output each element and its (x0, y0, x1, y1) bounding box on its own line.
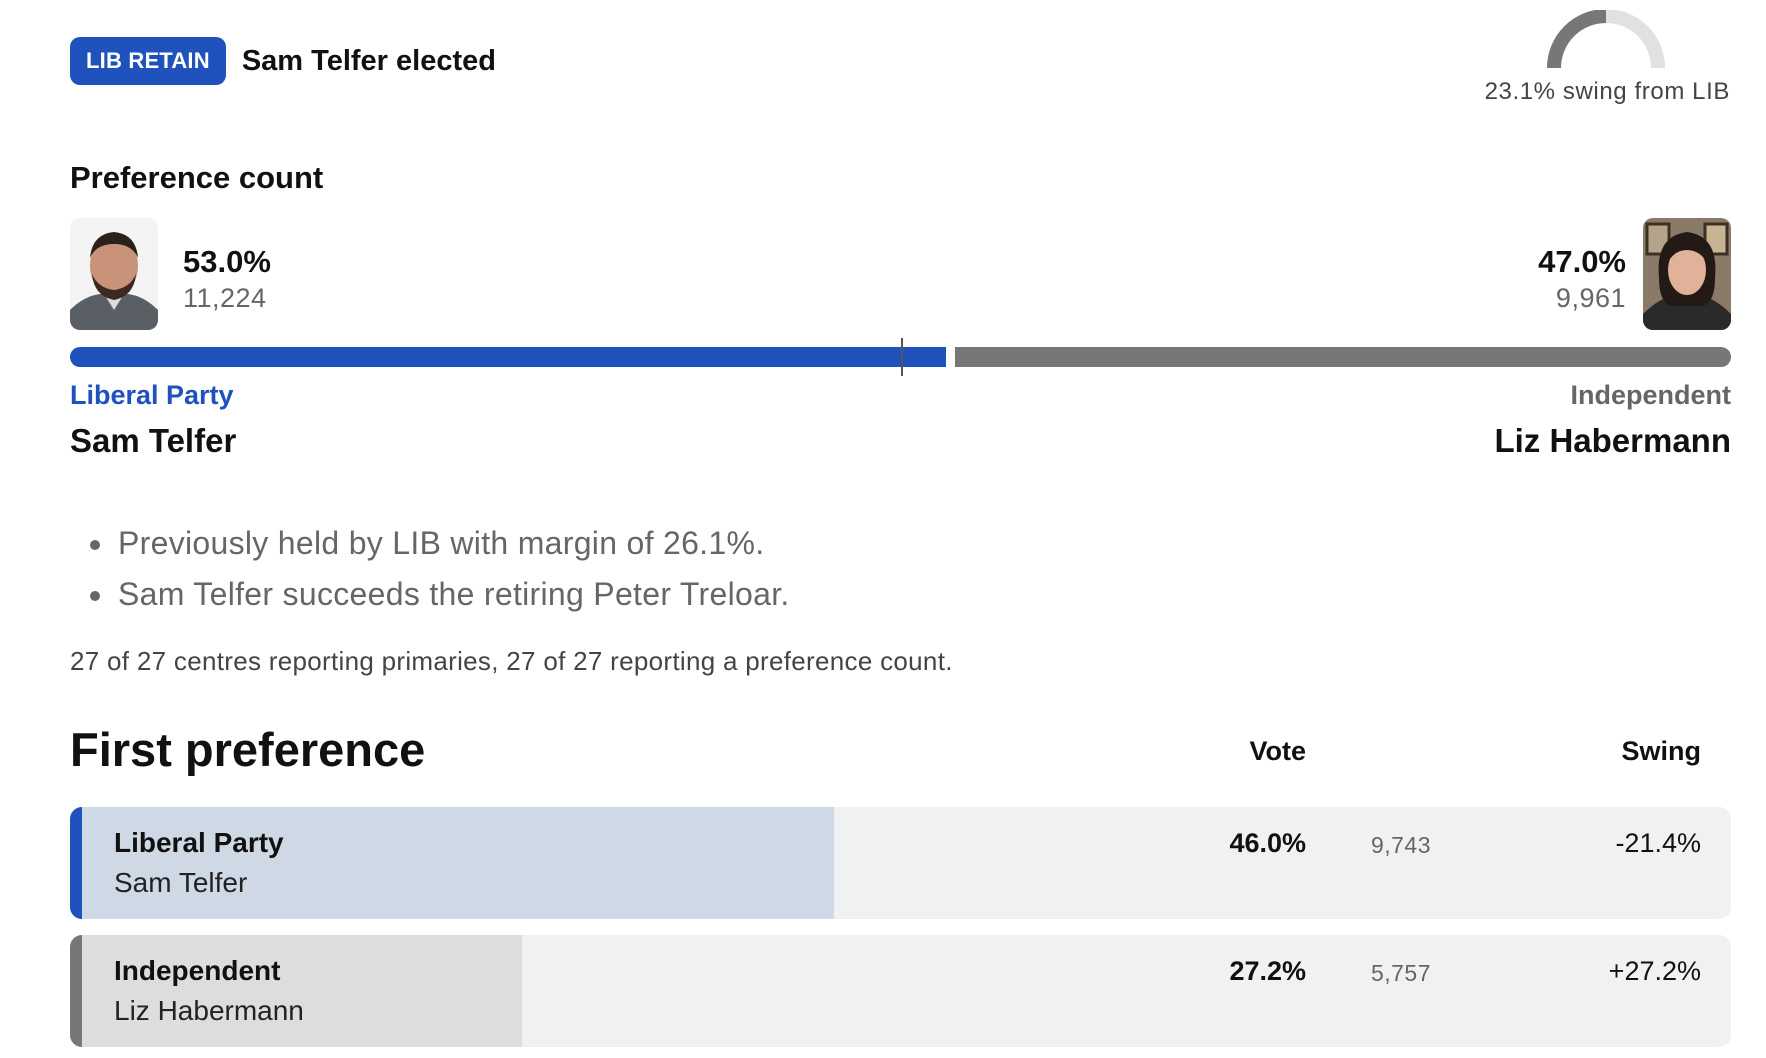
preference-count-heading: Preference count (70, 160, 324, 195)
first-preference-heading: First preference (70, 723, 426, 776)
vote-share-fill (70, 807, 835, 919)
first-preference-row: Liberal Party Sam Telfer 46.0% 9,743 -21… (70, 807, 1731, 919)
swing-gauge-icon (1547, 10, 1665, 69)
preference-votes-left: 11,224 (183, 283, 267, 313)
first-preference-row: Independent Liz Habermann 27.2% 5,757 +2… (70, 935, 1731, 1047)
seat-notes: Previously held by LIB with margin of 26… (90, 518, 790, 620)
elected-text: Sam Telfer elected (241, 44, 496, 77)
preference-bar-left (70, 347, 946, 367)
preference-name-left: Sam Telfer (70, 422, 237, 459)
majority-marker (901, 338, 903, 376)
bullet-icon (90, 591, 100, 601)
preference-name-right: Liz Habermann (1494, 422, 1731, 459)
column-header-vote: Vote (1249, 736, 1306, 766)
reporting-status: 27 of 27 centres reporting primaries, 27… (70, 646, 953, 676)
candidate-name: Sam Telfer (114, 867, 248, 898)
vote-share-fill (70, 935, 522, 1047)
swing-text: 23.1% swing from LIB (1484, 78, 1730, 105)
party-color-accent (70, 935, 82, 1047)
preference-bar (70, 338, 1731, 376)
result-header: LIB RETAIN Sam Telfer elected (70, 37, 496, 85)
bullet-icon (90, 540, 100, 550)
candidate-party: Liberal Party (114, 827, 284, 858)
seat-note: Sam Telfer succeeds the retiring Peter T… (90, 569, 790, 620)
candidate-name: Liz Habermann (114, 995, 304, 1026)
party-color-accent (70, 807, 82, 919)
preference-bar-right (955, 347, 1731, 367)
column-header-swing: Swing (1621, 736, 1702, 766)
avatar-liz-habermann (1643, 218, 1731, 330)
vote-count: 9,743 (1370, 832, 1431, 858)
result-badge: LIB RETAIN (70, 37, 226, 85)
candidate-party: Independent (114, 955, 281, 986)
preference-pct-left: 53.0% (183, 244, 271, 279)
vote-swing: -21.4% (1615, 828, 1701, 858)
preference-party-left: Liberal Party (70, 380, 234, 410)
vote-swing: +27.2% (1608, 956, 1701, 986)
preference-votes-right: 9,961 (1555, 283, 1626, 313)
vote-count: 5,757 (1370, 960, 1431, 986)
swing-meter: 23.1% swing from LIB (1470, 10, 1730, 106)
avatar-sam-telfer (70, 218, 158, 330)
seat-note: Previously held by LIB with margin of 26… (90, 518, 790, 569)
preference-party-right: Independent (1570, 380, 1732, 410)
vote-percentage: 27.2% (1229, 956, 1306, 986)
preference-pct-right: 47.0% (1538, 244, 1626, 279)
vote-percentage: 46.0% (1229, 828, 1306, 858)
